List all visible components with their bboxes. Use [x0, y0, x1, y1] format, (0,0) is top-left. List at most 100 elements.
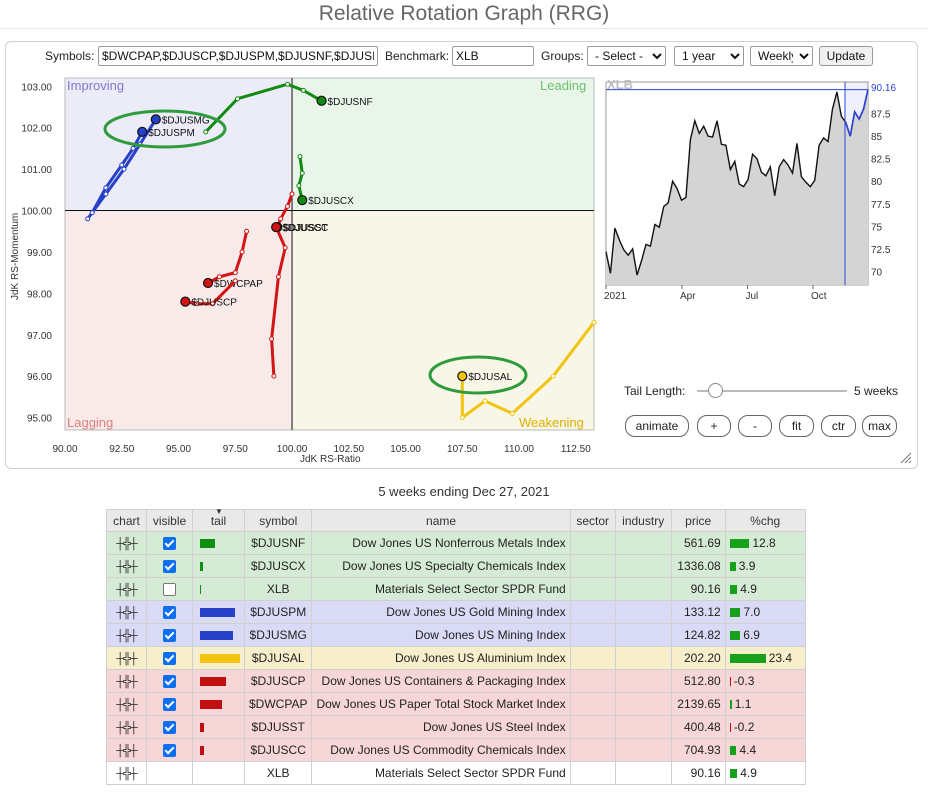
tail-head-point[interactable]	[150, 114, 161, 125]
tail-head-point[interactable]	[180, 296, 191, 307]
chart-toggle-icon[interactable]: ┼╬┼	[116, 561, 137, 573]
chg-bar	[729, 631, 741, 641]
y-tick-label: 103.00	[21, 82, 52, 93]
tail-head-point[interactable]	[457, 371, 468, 382]
visible-checkbox[interactable]	[163, 560, 176, 574]
chart-toggle-icon[interactable]: ┼╬┼	[116, 676, 137, 688]
table-row[interactable]: ┼╬┼ $DJUSCX Dow Jones US Specialty Chemica…	[106, 554, 806, 578]
column-header-symbol[interactable]: symbol	[243, 509, 313, 532]
column-header-chart[interactable]: chart	[106, 509, 147, 532]
table-row[interactable]: ┼╬┼ $DJUSAL Dow Jones US Aluminium Index 20…	[106, 646, 806, 670]
resize-grip-icon[interactable]	[898, 450, 912, 464]
visible-checkbox[interactable]	[163, 744, 176, 758]
chart-toggle-icon[interactable]: ┼╬┼	[116, 538, 137, 550]
column-header-tail-label: tail	[210, 513, 227, 528]
frequency-select[interactable]: Weekly	[750, 46, 813, 66]
column-header-chg[interactable]: %chg	[724, 509, 806, 532]
name-cell: Dow Jones US Gold Mining Index	[311, 600, 571, 624]
tail-head-point[interactable]	[316, 95, 327, 106]
tail-dwcpap[interactable]: $DWCPAP	[202, 228, 264, 290]
symbol-cell[interactable]: $DJUSPM	[243, 600, 313, 624]
symbol-cell[interactable]: $DJUSCX	[243, 554, 313, 578]
symbol-cell[interactable]: $DWCPAP	[243, 692, 313, 716]
industry-cell	[614, 738, 672, 762]
chart-toggle-icon[interactable]: ┼╬┼	[116, 584, 137, 596]
tail-djuspm[interactable]: $DJUSPM	[89, 126, 195, 216]
column-header-industry[interactable]: industry	[614, 509, 672, 532]
table-row[interactable]: ┼╬┼ $DWCPAP Dow Jones US Paper Total Stock…	[106, 692, 806, 716]
table-row[interactable]: ┼╬┼ XLB Materials Select Sector SPDR Fund 9…	[106, 577, 806, 601]
chart-toggle-icon[interactable]: ┼╬┼	[116, 630, 137, 642]
tail-head-point[interactable]	[271, 221, 282, 233]
industry-cell	[614, 669, 672, 693]
column-header-name[interactable]: name	[311, 509, 571, 532]
visible-checkbox[interactable]	[163, 698, 176, 712]
table-row[interactable]: ┼╬┼ $DJUSPM Dow Jones US Gold Mining Index…	[106, 600, 806, 624]
table-row[interactable]: ┼╬┼ $DJUSNF Dow Jones US Nonferrous Metals…	[106, 531, 806, 555]
tail-head-point[interactable]	[202, 277, 214, 289]
animate-button[interactable]: animate	[625, 415, 689, 437]
symbol-cell[interactable]: $DJUSMG	[243, 623, 313, 647]
period-select[interactable]: 1 year	[674, 46, 744, 66]
chart-toggle-icon[interactable]: ┼╬┼	[116, 653, 137, 665]
visible-checkbox[interactable]	[163, 606, 176, 620]
chg-cell: 7.0	[724, 600, 806, 624]
visible-checkbox[interactable]	[163, 675, 176, 689]
visible-checkbox[interactable]	[163, 629, 176, 643]
tail-djuscx[interactable]: $DJUSCX	[296, 154, 354, 207]
table-row[interactable]: ┼╬┼ $DJUSST Dow Jones US Steel Index 400.48…	[106, 715, 806, 739]
table-row[interactable]: ┼╬┼ $DJUSCC Dow Jones US Commodity Chemica…	[106, 738, 806, 762]
chg-bar	[729, 608, 741, 618]
sector-cell	[569, 738, 616, 762]
column-header-tail[interactable]: ▼ tail	[192, 507, 245, 532]
chart-toggle-icon[interactable]: ┼╬┼	[116, 768, 137, 780]
benchmark-x-tick: Apr	[680, 291, 696, 302]
column-header-visible[interactable]: visible	[146, 509, 193, 532]
zoom-in-button[interactable]: +	[697, 415, 731, 437]
tail-head-point[interactable]	[297, 195, 308, 206]
symbol-cell[interactable]: $DJUSNF	[243, 531, 313, 555]
tail-djusal[interactable]: $DJUSAL	[457, 319, 597, 421]
benchmark-y-tick: 87.5	[871, 110, 891, 121]
chg-cell: 1.1	[724, 692, 806, 716]
visible-checkbox[interactable]	[163, 721, 176, 735]
fit-button[interactable]: fit	[779, 415, 814, 437]
tail-djusnf[interactable]: $DJUSNF	[203, 81, 373, 135]
center-button[interactable]: ctr	[821, 415, 856, 437]
symbol-cell[interactable]: $DJUSAL	[243, 646, 313, 670]
tail-djuscc[interactable]: $DJUSCC	[269, 221, 329, 379]
benchmark-input[interactable]	[452, 46, 534, 66]
chart-toggle-icon[interactable]: ┼╬┼	[116, 699, 137, 711]
benchmark-y-tick: 80	[871, 177, 883, 188]
column-header-sector[interactable]: sector	[569, 509, 616, 532]
update-button[interactable]: Update	[819, 46, 873, 66]
symbols-input[interactable]	[98, 46, 378, 66]
tail-point	[275, 274, 281, 280]
tail-length-slider-track[interactable]	[697, 390, 847, 392]
table-row[interactable]: ┼╬┼ $DJUSMG Dow Jones US Mining Index 124.8…	[106, 623, 806, 647]
groups-label: Groups:	[541, 49, 584, 63]
max-button[interactable]: max	[862, 415, 897, 437]
rrg-chart[interactable]: 90.00 92.50 95.00 97.50 100.00 102.50 105.00 10…	[0, 0, 928, 470]
chart-toggle-icon[interactable]: ┼╬┼	[116, 745, 137, 757]
table-row[interactable]: ┼╬┼ $DJUSCP Dow Jones US Containers & Pack…	[106, 669, 806, 693]
column-header-price[interactable]: price	[670, 509, 726, 532]
chart-toggle-icon[interactable]: ┼╬┼	[116, 722, 137, 734]
symbol-cell[interactable]: $DJUSCC	[243, 738, 313, 762]
visible-checkbox[interactable]	[163, 537, 176, 551]
tail-length-slider-handle[interactable]	[708, 383, 723, 398]
visible-checkbox[interactable]	[163, 652, 176, 666]
groups-select[interactable]: - Select -	[587, 46, 666, 66]
tail-djuscp[interactable]: $DJUSCP	[180, 278, 238, 309]
symbol-cell[interactable]: XLB	[243, 577, 313, 601]
visible-checkbox[interactable]	[163, 583, 176, 597]
tail-point	[121, 166, 127, 172]
tail-point	[284, 203, 290, 209]
chart-toggle-icon[interactable]: ┼╬┼	[116, 607, 137, 619]
x-tick-label: 97.50	[223, 444, 248, 455]
symbol-cell[interactable]: $DJUSST	[243, 715, 313, 739]
price-cell: 704.93	[670, 738, 726, 762]
symbol-cell[interactable]: $DJUSCP	[243, 669, 313, 693]
zoom-out-button[interactable]: -	[738, 415, 772, 437]
tail-head-point[interactable]	[137, 126, 148, 137]
